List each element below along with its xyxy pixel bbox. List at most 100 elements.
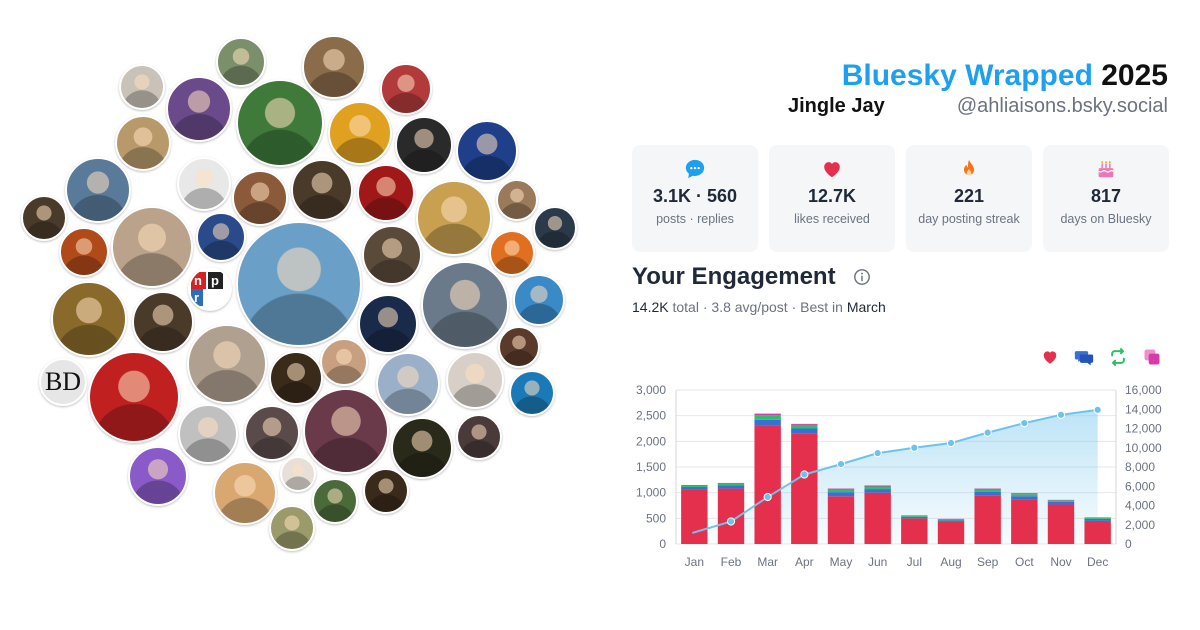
x-axis-tick: Dec bbox=[1087, 555, 1108, 569]
info-icon[interactable] bbox=[853, 268, 871, 286]
bar-segment-reposts bbox=[1011, 494, 1038, 497]
avatar[interactable] bbox=[132, 291, 194, 353]
avatar[interactable] bbox=[236, 79, 324, 167]
bar-segment-quotes bbox=[864, 485, 891, 487]
heart-icon[interactable] bbox=[1040, 347, 1060, 367]
left-axis-tick: 500 bbox=[646, 511, 666, 525]
avatar[interactable] bbox=[362, 225, 422, 285]
left-axis-tick: 3,000 bbox=[636, 383, 666, 397]
x-axis-tick: Sep bbox=[977, 555, 999, 569]
stat-value: 12.7K bbox=[807, 186, 857, 206]
avatar[interactable] bbox=[213, 461, 277, 525]
avatar[interactable] bbox=[533, 206, 577, 250]
avatar[interactable] bbox=[456, 414, 502, 460]
bar-segment-replies bbox=[974, 491, 1001, 496]
title-year: 2025 bbox=[1101, 59, 1168, 92]
avatar[interactable]: n pr bbox=[188, 267, 232, 311]
stat-label: posts · replies bbox=[656, 212, 734, 226]
avatar[interactable] bbox=[376, 352, 440, 416]
bar-segment-quotes bbox=[754, 413, 781, 416]
bar-segment-quotes bbox=[937, 518, 965, 520]
bar-segment-replies bbox=[717, 485, 745, 489]
x-axis-tick: May bbox=[830, 555, 853, 569]
bar-segment-replies bbox=[827, 492, 855, 497]
avatar[interactable] bbox=[421, 261, 509, 349]
avatar[interactable] bbox=[178, 404, 238, 464]
bar-segment-likes bbox=[681, 489, 708, 544]
right-axis-tick: 16,000 bbox=[1125, 383, 1162, 397]
avatar[interactable] bbox=[21, 195, 67, 241]
avatar[interactable] bbox=[363, 468, 409, 514]
x-axis-tick: Aug bbox=[940, 555, 961, 569]
avatar[interactable] bbox=[51, 281, 127, 357]
bar-segment-likes bbox=[937, 521, 965, 544]
avatar[interactable] bbox=[380, 63, 432, 115]
cumulative-point bbox=[1093, 405, 1102, 414]
x-axis-ticks: Jan Feb Mar Apr May Jun Jul Aug Sep Oct Nov Dec bbox=[685, 555, 1109, 569]
right-axis-tick: 4,000 bbox=[1125, 499, 1155, 513]
cumulative-point bbox=[946, 438, 956, 448]
bar-segment-reposts bbox=[901, 515, 928, 517]
avatar[interactable] bbox=[280, 456, 316, 492]
avatar[interactable] bbox=[395, 116, 453, 174]
engagement-summary: 14.2K total · 3.8 avg/post · Best in Mar… bbox=[632, 299, 886, 315]
avatar[interactable] bbox=[496, 179, 538, 221]
stat-value: 817 bbox=[1090, 186, 1122, 206]
avatar[interactable] bbox=[291, 159, 353, 221]
avatar[interactable] bbox=[446, 351, 504, 409]
avatar[interactable] bbox=[244, 405, 300, 461]
avatar[interactable] bbox=[456, 120, 518, 182]
avatar[interactable] bbox=[269, 505, 315, 551]
cumulative-point bbox=[1020, 419, 1029, 428]
bar-segment-likes bbox=[1047, 504, 1075, 544]
avatar[interactable] bbox=[111, 206, 193, 288]
avatar[interactable] bbox=[128, 446, 188, 506]
avatar[interactable] bbox=[166, 76, 232, 142]
cumulative-point bbox=[726, 517, 736, 526]
stat-value: 3.1K · 560 bbox=[652, 186, 738, 206]
bar-segment-replies bbox=[864, 489, 891, 493]
bar-segment-quotes bbox=[1047, 499, 1075, 501]
repost-icon[interactable] bbox=[1108, 347, 1128, 367]
bar-segment-likes bbox=[974, 495, 1001, 544]
avatar[interactable] bbox=[391, 417, 453, 479]
avatar[interactable] bbox=[187, 324, 267, 404]
avatar[interactable] bbox=[196, 212, 246, 262]
avatar[interactable] bbox=[320, 338, 368, 386]
bar-segment-quotes bbox=[827, 488, 855, 490]
reply-icon[interactable] bbox=[1074, 347, 1094, 367]
x-axis-tick: Nov bbox=[1050, 555, 1071, 569]
avatar[interactable] bbox=[312, 478, 358, 524]
user-handle[interactable]: @ahliaisons.bsky.social bbox=[956, 95, 1168, 117]
avatar[interactable] bbox=[358, 294, 418, 354]
birthday-cake-icon bbox=[1098, 161, 1114, 178]
avatar[interactable] bbox=[59, 227, 109, 277]
left-axis-ticks: 0 500 1,000 1,500 2,000 2,500 3,000 bbox=[636, 383, 666, 551]
avatar[interactable] bbox=[509, 370, 555, 416]
flame-icon bbox=[963, 159, 975, 176]
bar-segment-likes bbox=[791, 433, 818, 544]
avatar[interactable] bbox=[416, 180, 492, 256]
bar-segment-quotes bbox=[901, 515, 928, 516]
avatar[interactable] bbox=[119, 64, 165, 110]
cumulative-point bbox=[836, 460, 846, 469]
avatar[interactable]: BD bbox=[39, 358, 87, 406]
engagement-total-label: total bbox=[672, 299, 699, 315]
header: Bluesky Wrapped 2025 bbox=[842, 58, 1168, 94]
bar-segment-quotes bbox=[1084, 517, 1111, 518]
avatar[interactable] bbox=[177, 157, 231, 211]
avatar[interactable] bbox=[357, 164, 415, 222]
right-axis-tick: 14,000 bbox=[1125, 402, 1162, 416]
bar-segment-reposts bbox=[791, 424, 818, 429]
right-axis-tick: 6,000 bbox=[1125, 479, 1155, 493]
npr-logo: n pr bbox=[190, 272, 230, 306]
avatar[interactable] bbox=[498, 326, 540, 368]
bar-segment-likes bbox=[901, 518, 928, 544]
avatar[interactable] bbox=[328, 101, 392, 165]
bar-segment-reposts bbox=[681, 485, 708, 488]
avatar[interactable] bbox=[303, 388, 389, 474]
avatar[interactable] bbox=[88, 351, 180, 443]
avatar[interactable] bbox=[513, 274, 565, 326]
quote-icon[interactable] bbox=[1142, 347, 1162, 367]
bar-segment-likes bbox=[754, 425, 781, 544]
